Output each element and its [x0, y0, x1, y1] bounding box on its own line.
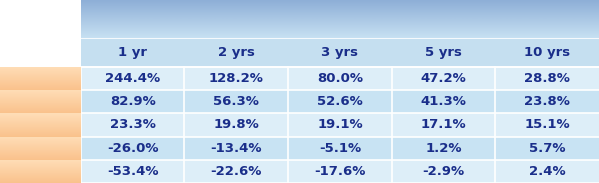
- Text: Historical Annualised Returns: Historical Annualised Returns: [205, 11, 474, 26]
- Text: 5.7%: 5.7%: [529, 142, 565, 155]
- Text: Average: Average: [10, 118, 71, 131]
- Text: -53.4%: -53.4%: [107, 165, 158, 178]
- Text: -17.6%: -17.6%: [314, 165, 365, 178]
- Text: 3 yrs: 3 yrs: [322, 46, 358, 59]
- Text: 19.8%: 19.8%: [213, 118, 259, 131]
- Text: 1.2%: 1.2%: [425, 142, 462, 155]
- Text: -13.4%: -13.4%: [211, 142, 262, 155]
- Text: 17.1%: 17.1%: [420, 118, 467, 131]
- Text: -5.1%: -5.1%: [319, 142, 361, 155]
- Text: 244.4%: 244.4%: [105, 72, 161, 85]
- Text: 41.3%: 41.3%: [420, 95, 467, 108]
- Text: 10 yrs: 10 yrs: [524, 46, 570, 59]
- Text: Best: Best: [24, 72, 57, 85]
- Bar: [81, 67, 599, 90]
- Text: 15.1%: 15.1%: [524, 118, 570, 131]
- Text: 47.2%: 47.2%: [420, 72, 467, 85]
- Text: -26.0%: -26.0%: [107, 142, 158, 155]
- Text: 23.8%: 23.8%: [524, 95, 570, 108]
- Text: 80.0%: 80.0%: [317, 72, 363, 85]
- Bar: [81, 90, 599, 113]
- Text: 56.3%: 56.3%: [213, 95, 259, 108]
- Bar: [81, 160, 599, 183]
- Text: 5 yrs: 5 yrs: [425, 46, 462, 59]
- Bar: [81, 113, 599, 137]
- Text: 2.4%: 2.4%: [529, 165, 565, 178]
- Text: 128.2%: 128.2%: [209, 72, 264, 85]
- Text: Worst: Worst: [19, 165, 62, 178]
- Text: 82.9%: 82.9%: [110, 95, 156, 108]
- Text: Good: Good: [21, 95, 60, 108]
- Text: 19.1%: 19.1%: [317, 118, 363, 131]
- Text: Poor: Poor: [23, 142, 58, 155]
- Bar: [81, 38, 599, 67]
- Text: 28.8%: 28.8%: [524, 72, 570, 85]
- Text: 23.3%: 23.3%: [110, 118, 156, 131]
- Text: -2.9%: -2.9%: [422, 165, 465, 178]
- Text: 52.6%: 52.6%: [317, 95, 363, 108]
- Bar: [81, 137, 599, 160]
- Text: 1 yr: 1 yr: [118, 46, 147, 59]
- Text: 2 yrs: 2 yrs: [218, 46, 255, 59]
- Text: -22.6%: -22.6%: [211, 165, 262, 178]
